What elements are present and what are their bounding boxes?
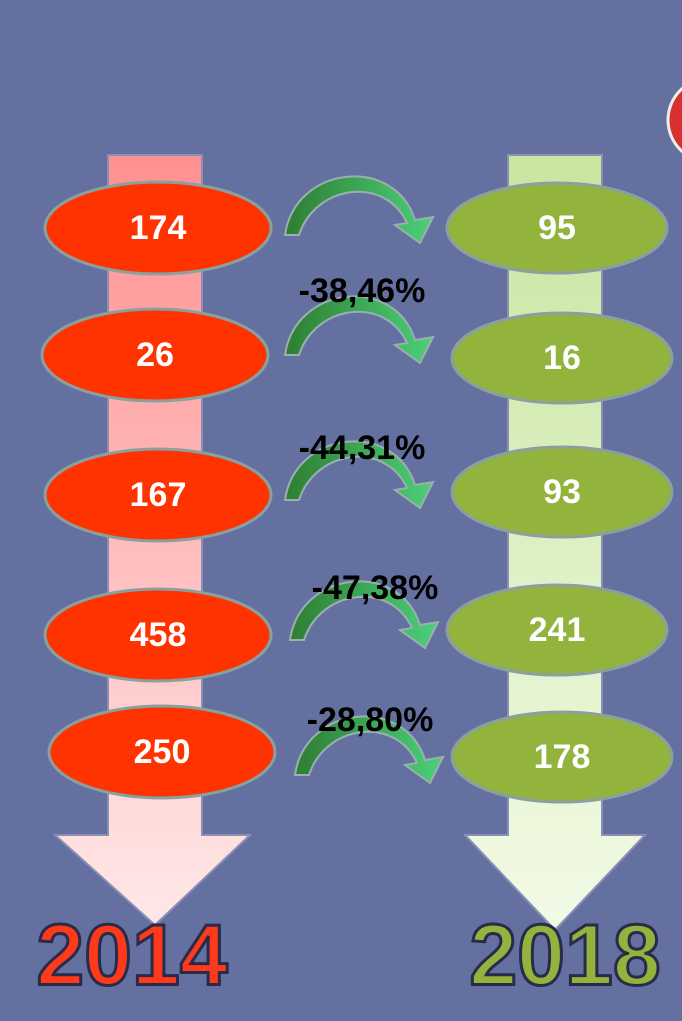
left-oval — [43, 180, 273, 276]
right-value: 16 — [543, 339, 581, 377]
left-oval — [47, 704, 277, 800]
right-oval — [445, 181, 669, 275]
left-value: 167 — [130, 476, 187, 514]
left-oval — [43, 447, 273, 543]
right-oval — [445, 583, 669, 677]
right-oval — [450, 710, 674, 804]
right-value: 95 — [538, 209, 576, 247]
left-oval — [40, 307, 270, 403]
right-oval — [450, 445, 674, 539]
curved-arrow — [283, 175, 435, 245]
decoration — [666, 86, 682, 154]
change-label: -38,46% — [299, 272, 426, 310]
right-year: 2018 — [469, 908, 660, 1004]
curved-arrow — [293, 715, 445, 785]
left-value: 458 — [130, 616, 187, 654]
left-value: 26 — [136, 336, 174, 374]
curved-arrow — [288, 580, 440, 650]
right-value: 241 — [529, 611, 586, 649]
change-label: -44,31% — [299, 429, 426, 467]
change-label: -47,38% — [312, 569, 439, 607]
change-label: -28,80% — [307, 701, 434, 739]
right-value: 93 — [543, 473, 581, 511]
right-oval — [450, 311, 674, 405]
left-value: 174 — [130, 209, 187, 247]
right-value: 178 — [534, 738, 591, 776]
left-value: 250 — [134, 733, 191, 771]
curved-arrow — [283, 295, 435, 365]
left-oval — [43, 587, 273, 683]
curved-arrow — [283, 440, 435, 510]
left-year: 2014 — [36, 908, 227, 1004]
